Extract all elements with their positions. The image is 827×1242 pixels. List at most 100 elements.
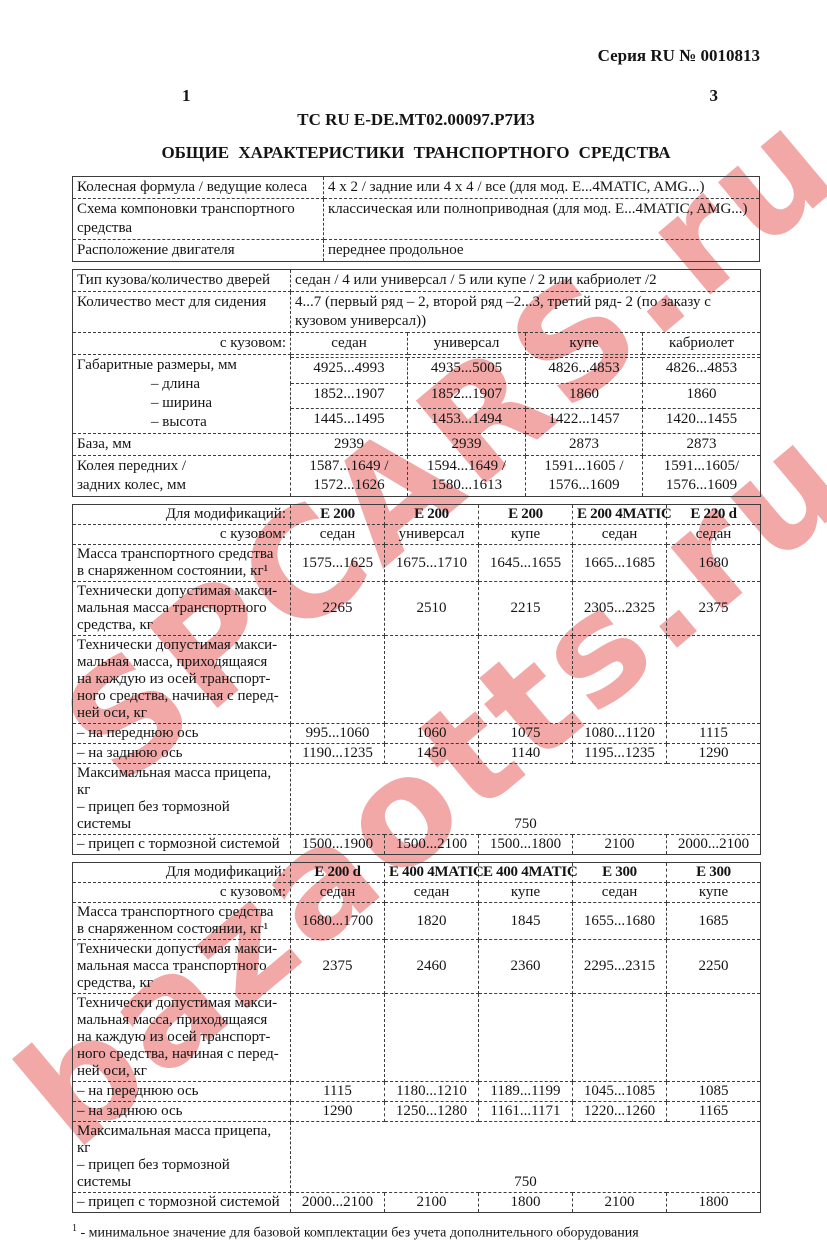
model-header: Е 200 4MATIC <box>572 504 672 525</box>
row-label: Колесная формула / ведущие колеса <box>72 176 324 199</box>
table-row: Тип кузова/количество дверей седан / 4 и… <box>72 269 761 292</box>
table-row: 1852...1907 1852...1907 1860 1860 <box>73 382 761 409</box>
value-cell: 1845 <box>478 902 573 940</box>
row-label: Технически допустимая макси- мальная мас… <box>72 635 291 724</box>
value-cell: 1045...1085 <box>572 1081 667 1102</box>
row-label: – прицеп с тормозной системой <box>72 834 291 855</box>
value-cell: 2295...2315 <box>572 939 667 994</box>
value-cell: 2460 <box>384 939 479 994</box>
value-cell: 1161...1171 <box>478 1101 573 1122</box>
value-cell: 1591...1605 / 1576...1609 <box>525 455 643 497</box>
table-row: Колесная формула / ведущие колеса 4 х 2 … <box>72 176 760 199</box>
column-header: кабриолет <box>642 332 761 355</box>
row-label: Тип кузова/количество дверей <box>72 269 291 292</box>
page-title: ОБЩИЕ ХАРАКТЕРИСТИКИ ТРАНСПОРТНОГО СРЕДС… <box>161 143 671 162</box>
value-cell: 1060 <box>384 723 479 744</box>
value-cell: 2939 <box>407 433 526 456</box>
value-cell: 1250...1280 <box>384 1101 479 1122</box>
table-row: Максимальная масса прицепа, кг – прицеп … <box>72 1121 761 1193</box>
table-row: Расположение двигателя переднее продольн… <box>72 239 760 262</box>
table-row: Схема компоновки транспортного средства … <box>72 198 760 240</box>
body-header: универсал <box>384 524 479 545</box>
body-header: седан <box>572 882 667 903</box>
value-cell: 2510 <box>384 581 479 636</box>
model-header: Е 400 4MATIC <box>384 862 484 883</box>
value-cell: 2873 <box>642 433 761 456</box>
page-content: Серия RU № 0010813 1 3 ТС RU E-DE.MT02.0… <box>72 46 761 1241</box>
value-cell: 1591...1605/ 1576...1609 <box>642 455 761 497</box>
value-cell: 4...7 (первый ряд – 2, второй ряд –2...3… <box>290 291 761 333</box>
value-cell: 1189...1199 <box>478 1081 573 1102</box>
value-cell: 1220...1260 <box>572 1101 667 1122</box>
value-cell: 1852...1907 <box>407 382 526 409</box>
body-header: седан <box>290 524 385 545</box>
value-cell: 2375 <box>290 939 385 994</box>
footnote-text: - минимальное значение для базовой компл… <box>77 1225 639 1241</box>
row-label: Масса транспортного средства в снаряженн… <box>72 544 291 582</box>
row-label: – на переднюю ось <box>72 723 291 744</box>
corner-label: Для модификаций: <box>72 862 291 883</box>
table-header-row: с кузовом: седан универсал купе седан се… <box>72 524 761 545</box>
model-header: Е 200 <box>290 504 385 525</box>
row-label: Максимальная масса прицепа, кг – прицеп … <box>72 763 291 835</box>
row-label: – на заднюю ось <box>72 743 291 764</box>
row-label: Колея передних / задних колес, мм <box>72 455 291 497</box>
empty-cell <box>572 993 667 1082</box>
value-cell: 1680 <box>666 544 761 582</box>
value-cell: 2360 <box>478 939 573 994</box>
row-label: – прицеп с тормозной системой <box>72 1192 291 1213</box>
value-cell: 1685 <box>666 902 761 940</box>
table-row: – прицеп с тормозной системой 2000...210… <box>72 1192 761 1213</box>
body-dimensions-table: Тип кузова/количество дверей седан / 4 и… <box>72 269 761 497</box>
value-cell: 1453...1494 <box>407 407 526 435</box>
table-header-row: с кузовом: седан универсал купе кабриоле… <box>72 332 761 355</box>
dimension-label: – длина <box>151 376 201 392</box>
value-cell: седан / 4 или универсал / 5 или купе / 2… <box>290 269 761 292</box>
value-cell: 1800 <box>478 1192 573 1213</box>
body-header: купе <box>478 524 573 545</box>
row-label: Масса транспортного средства в снаряженн… <box>72 902 291 940</box>
column-header: купе <box>525 332 643 355</box>
row-label: Схема компоновки транспортного средства <box>72 198 324 240</box>
table-row: Технически допустимая макси- мальная мас… <box>72 635 761 724</box>
value-cell: 2873 <box>525 433 643 456</box>
value-cell: 1420...1455 <box>642 407 761 435</box>
empty-cell <box>290 993 385 1082</box>
value-cell: 2100 <box>384 1192 479 1213</box>
table-row: Габаритные размеры, мм – длина – ширина … <box>72 353 761 434</box>
row-label: Технически допустимая макси- мальная мас… <box>72 993 291 1082</box>
value-cell: 4935...5005 <box>407 357 526 384</box>
value-cell: 2000...2100 <box>666 834 761 855</box>
spec-table-2: Для модификаций: Е 200 d Е 400 4MATIC Е … <box>72 862 761 1213</box>
value-cell: 1080...1120 <box>572 723 667 744</box>
value-cell: 2000...2100 <box>290 1192 385 1213</box>
value-cell: 1290 <box>290 1101 385 1122</box>
row-label: Технически допустимая макси- мальная мас… <box>72 939 291 994</box>
body-header: седан <box>290 882 385 903</box>
table-header-row: с кузовом: седан седан купе седан купе <box>72 882 761 903</box>
value-cell: 1860 <box>642 382 761 409</box>
value-cell: 1115 <box>290 1081 385 1102</box>
value-cell: 1115 <box>666 723 761 744</box>
value-cell: 1140 <box>478 743 573 764</box>
trailer-unbraked-cell: 750 <box>290 1121 761 1193</box>
value-cell: 4925...4993 <box>290 357 408 384</box>
empty-cell <box>478 635 573 724</box>
model-header: Е 200 <box>384 504 479 525</box>
empty-cell <box>666 993 761 1082</box>
footnote: 1 - минимальное значение для базовой ком… <box>72 1220 760 1242</box>
page-number-right: 3 <box>709 86 719 105</box>
row-label: Расположение двигателя <box>72 239 324 262</box>
body-header: седан <box>666 524 761 545</box>
corner-label: с кузовом: <box>72 524 291 545</box>
dimension-label: – высота <box>151 414 207 430</box>
value-cell: 1575...1625 <box>290 544 385 582</box>
approval-number: ТС RU E-DE.MT02.00097.Р7И3 <box>297 110 535 129</box>
value-cell: 1820 <box>384 902 479 940</box>
table-row: – на переднюю ось 995...1060 1060 1075 1… <box>72 723 761 744</box>
value-cell: 2305...2325 <box>572 581 667 636</box>
value-cell: 1422...1457 <box>525 407 643 435</box>
row-label: – на переднюю ось <box>72 1081 291 1102</box>
column-header: универсал <box>407 332 526 355</box>
value-cell: 1587...1649 / 1572...1626 <box>290 455 408 497</box>
